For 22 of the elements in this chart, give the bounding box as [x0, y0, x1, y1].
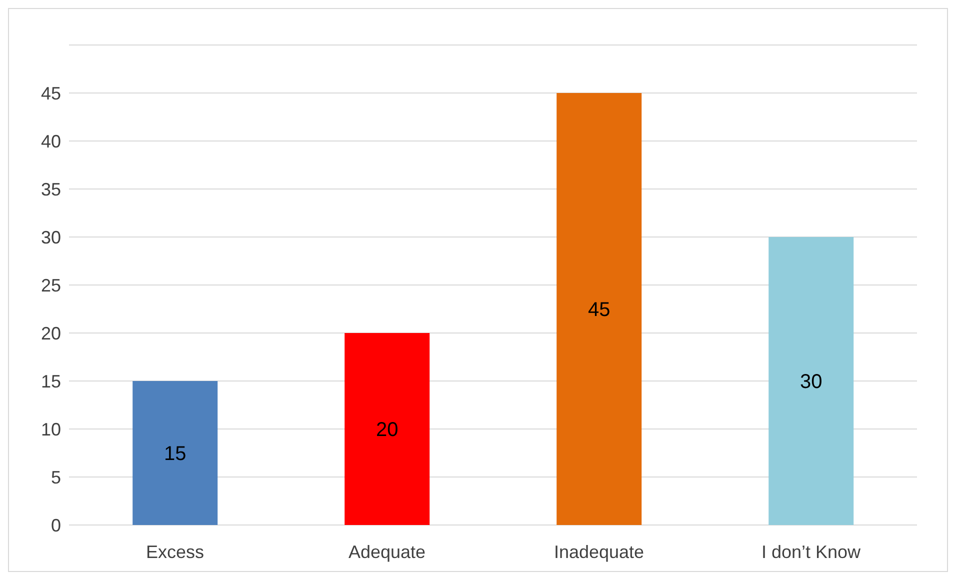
x-tick-label: Inadequate	[554, 542, 644, 562]
bar	[768, 237, 854, 525]
x-tick-label: Excess	[146, 542, 204, 562]
data-label: 20	[376, 419, 398, 442]
data-label: 15	[164, 443, 186, 466]
data-label: 45	[588, 299, 610, 322]
y-tick-label: 20	[40, 323, 61, 344]
bar	[556, 93, 642, 525]
y-tick-label: 25	[40, 275, 61, 296]
x-tick-label: I don’t Know	[761, 542, 862, 562]
y-tick-label: 0	[50, 515, 61, 536]
y-tick-label: 35	[40, 179, 61, 200]
y-tick-label: 5	[50, 467, 61, 488]
bar	[132, 381, 218, 525]
y-tick-label: 30	[40, 227, 61, 248]
y-tick-label: 10	[40, 419, 61, 440]
y-tick-label: 45	[40, 83, 61, 104]
y-tick-label: 40	[40, 131, 61, 152]
y-tick-label: 15	[40, 371, 61, 392]
x-tick-label: Adequate	[348, 542, 426, 562]
bar	[344, 333, 430, 525]
data-label: 30	[800, 371, 822, 394]
